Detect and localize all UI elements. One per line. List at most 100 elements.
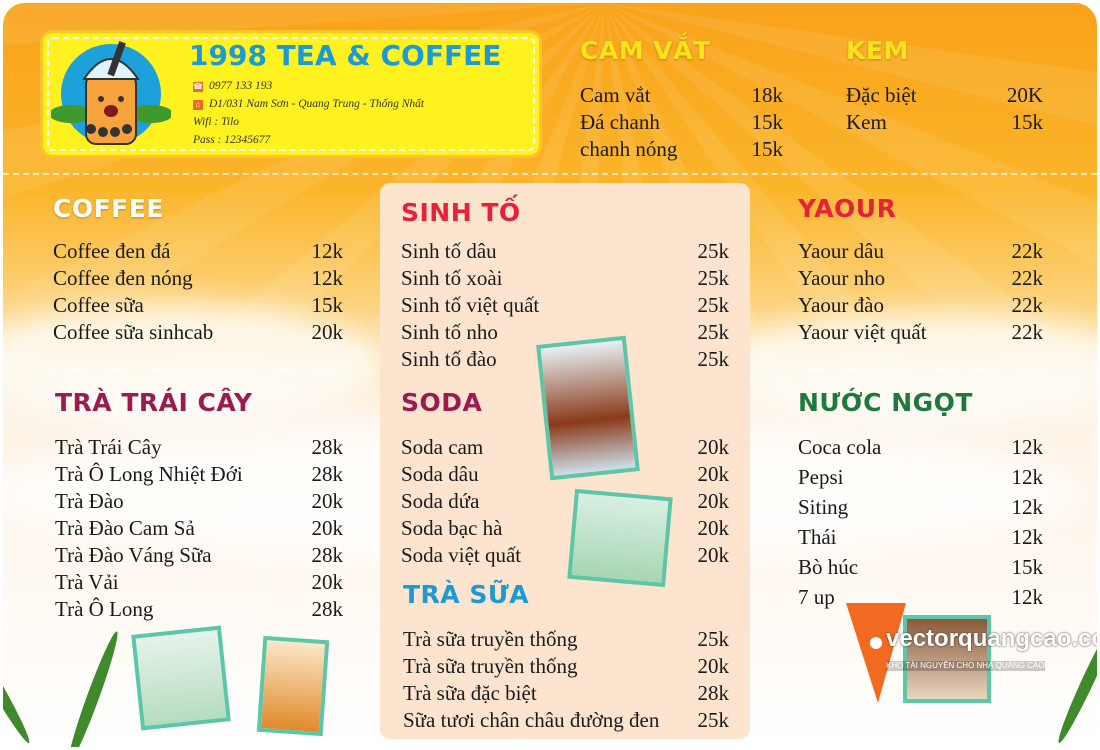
divider (3, 173, 1097, 175)
item-name: Sinh tố xoài (401, 266, 503, 290)
item-price: 15k (751, 110, 784, 134)
menu-item: Sinh tố việt quất 25k (401, 293, 729, 317)
item-price: 28k (311, 543, 344, 567)
item-name: Trà Vải (55, 570, 119, 594)
menu-item: Kem 15k (846, 110, 1043, 134)
address: D1/031 Nam Sơn - Quang Trung - Thống Nhấ… (209, 98, 425, 110)
coffee-photo (903, 615, 991, 703)
item-price: 20k (697, 543, 730, 567)
shop-header: 1998 TEA & COFFEE ☎ 0977 133 193 ⌂ D1/031 … (43, 33, 539, 155)
item-name: Pepsi (798, 465, 844, 489)
menu-item: Coca cola 12k (798, 435, 1043, 459)
item-price: 25k (697, 293, 730, 317)
phone-number: 0977 133 193 (209, 80, 273, 92)
section-title-tra-sua: TRÀ SỮA (403, 580, 530, 609)
item-name: Kem (846, 110, 887, 134)
item-name: Trà sữa truyền thống (403, 627, 578, 651)
item-name: Yaour việt quất (798, 320, 927, 344)
item-price: 25k (697, 239, 730, 263)
item-name: Coffee đen nóng (53, 266, 193, 290)
item-name: Trà Đào Váng Sữa (55, 543, 212, 567)
watermark-tagline: KHO TÀI NGUYÊN CHO NHÀ QUẢNG CÁO (886, 661, 1045, 671)
menu-item: Yaour việt quất 22k (798, 320, 1043, 344)
menu-item: Yaour nho 22k (798, 266, 1043, 290)
menu-item: Đá chanh 15k (580, 110, 783, 134)
cloud (3, 303, 383, 423)
item-price: 28k (697, 681, 730, 705)
item-price: 20k (697, 516, 730, 540)
item-name: Soda việt quất (401, 543, 522, 567)
item-name: Yaour dâu (798, 239, 884, 263)
section-title-nuoc-ngot: NƯỚC NGỌT (798, 388, 973, 417)
menu-item: Coffee đen nóng 12k (53, 266, 343, 290)
item-price: 20k (697, 435, 730, 459)
item-name: Bò húc (798, 555, 859, 579)
item-price: 15k (1011, 110, 1044, 134)
item-name: Thái (798, 525, 837, 549)
divider (798, 369, 1042, 371)
menu-item: Coffee sữa 15k (53, 293, 343, 317)
menu-item: Soda dâu 20k (401, 462, 729, 486)
item-name: Soda cam (401, 435, 484, 459)
menu-item: Soda dứa 20k (401, 489, 729, 513)
phone-icon: ☎ (193, 82, 203, 92)
menu-item: Coffee sữa sinhcab 20k (53, 320, 343, 344)
item-name: Trà Đào Cam Sả (55, 516, 195, 540)
item-name: Soda dứa (401, 489, 480, 513)
iced-tea-photo (536, 335, 640, 481)
menu-item: Sinh tố đào 25k (401, 347, 729, 371)
item-price: 20k (697, 489, 730, 513)
address-line: ⌂ D1/031 Nam Sơn - Quang Trung - Thống Nh… (193, 97, 424, 111)
menu-item: Trà Đào Váng Sữa 28k (55, 543, 343, 567)
item-price: 20k (311, 516, 344, 540)
home-icon: ⌂ (193, 100, 203, 110)
section-title-coffee: COFFEE (53, 194, 164, 223)
item-price: 25k (697, 708, 730, 732)
item-name: Coca cola (798, 435, 882, 459)
item-name: chanh nóng (580, 137, 678, 161)
watermark-text: vectorquangcao.com (886, 625, 1097, 652)
section-title-yaour: YAOUR (798, 194, 897, 223)
menu-item: Coffee đen đá 12k (53, 239, 343, 263)
item-price: 12k (311, 266, 344, 290)
menu-item: Siting 12k (798, 495, 1043, 519)
section-title-cam-vat: CAM VẮT (580, 36, 711, 65)
item-name: Đặc biệt (846, 83, 917, 107)
section-title-soda: SODA (401, 388, 483, 417)
item-price: 25k (697, 347, 730, 371)
menu-board: 1998 TEA & COFFEE ☎ 0977 133 193 ⌂ D1/031 … (3, 3, 1097, 747)
item-price: 12k (1011, 585, 1044, 609)
menu-item: Trà sữa truyền thống 20k (403, 654, 729, 678)
item-price: 28k (311, 597, 344, 621)
menu-item: Trà Ô Long 28k (55, 597, 343, 621)
item-price: 20k (311, 320, 344, 344)
menu-item: Yaour đào 22k (798, 293, 1043, 317)
menu-item: Pepsi 12k (798, 465, 1043, 489)
item-price: 28k (311, 462, 344, 486)
menu-item: Sinh tố xoài 25k (401, 266, 729, 290)
menu-item: Bò húc 15k (798, 555, 1043, 579)
item-price: 20k (311, 570, 344, 594)
menu-item: Trà Trái Cây 28k (55, 435, 343, 459)
menu-item: Trà Vải 20k (55, 570, 343, 594)
soda-photo (567, 488, 673, 588)
item-price: 22k (1011, 293, 1044, 317)
pen-nib-logo (846, 603, 906, 703)
menu-item: Trà Đào 20k (55, 489, 343, 513)
item-name: Sinh tố nho (401, 320, 498, 344)
watermark: vectorquangcao.com KHO TÀI NGUYÊN CHO NH… (846, 603, 1097, 703)
bubble-tea-mascot-logo (51, 41, 171, 145)
item-price: 12k (1011, 525, 1044, 549)
item-name: Yaour đào (798, 293, 884, 317)
menu-item: chanh nóng 15k (580, 137, 783, 161)
item-name: Trà Đào (55, 489, 124, 513)
wifi-name: Wifi : Tilo (193, 116, 240, 128)
section-title-sinh-to: SINH TỐ (401, 198, 521, 227)
wifi-password: Pass : 12345677 (193, 134, 271, 146)
item-name: Sinh tố đào (401, 347, 497, 371)
menu-item: Yaour dâu 22k (798, 239, 1043, 263)
menu-item: Soda cam 20k (401, 435, 729, 459)
menu-item: Soda bạc hà 20k (401, 516, 729, 540)
item-price: 12k (1011, 435, 1044, 459)
item-name: Soda dâu (401, 462, 479, 486)
